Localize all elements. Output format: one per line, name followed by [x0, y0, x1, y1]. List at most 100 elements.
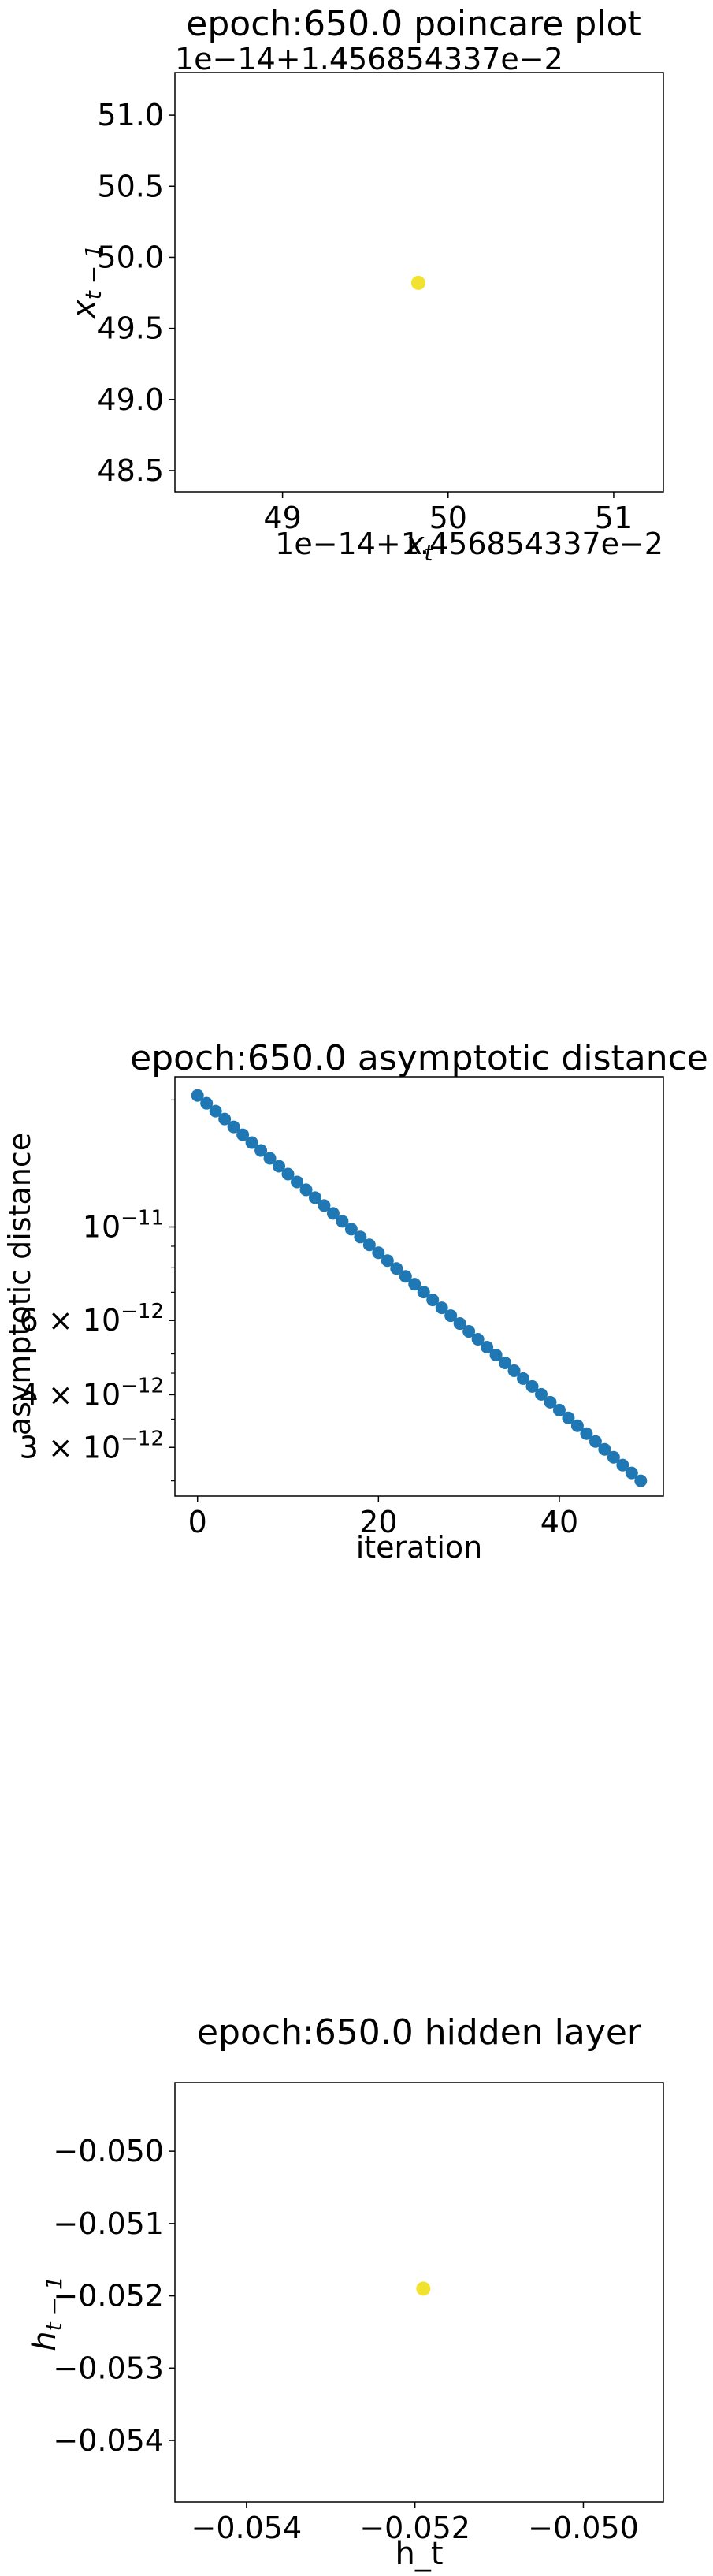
asymptotic-point	[236, 1128, 250, 1141]
asymptotic-point	[344, 1223, 358, 1236]
asymptotic-y-tick-exp: −11	[121, 1206, 164, 1230]
poincare-x-tick-label: 49	[263, 501, 301, 535]
asymptotic-point	[634, 1474, 648, 1487]
asymptotic-y-tick-exp: −12	[121, 1300, 164, 1323]
hidden-layer-y-tick-label: −0.051	[53, 2206, 164, 2241]
asymptotic-point	[218, 1112, 232, 1126]
poincare-ylabel-sub: t − 1	[80, 244, 106, 300]
poincare-xlabel: xt	[404, 526, 434, 566]
poincare-y-tick-label: 49.5	[97, 311, 164, 346]
asymptotic-point	[589, 1435, 602, 1448]
hidden-layer-y-axis: −0.050 −0.051 −0.052 −0.053 −0.054	[53, 2134, 175, 2458]
asymptotic-point	[263, 1152, 277, 1165]
poincare-y-tick-label: 51.0	[97, 98, 164, 132]
asymptotic-y-tick-label: 3 × 10−12	[20, 1427, 164, 1465]
hidden-layer-y-tick-label: −0.050	[53, 2134, 164, 2168]
asymptotic-point	[471, 1333, 485, 1346]
asymptotic-y-tick-base: 3 × 10	[20, 1430, 121, 1465]
poincare-x-tick-label: 51	[595, 501, 633, 535]
asymptotic-point	[209, 1104, 222, 1118]
asymptotic-point	[390, 1262, 403, 1275]
hidden-layer-xlabel: h_t	[395, 2536, 443, 2572]
asymptotic-y-tick-base: 4 × 10	[20, 1377, 121, 1412]
asymptotic-point	[499, 1356, 512, 1369]
asymptotic-point	[273, 1160, 286, 1173]
asymptotic-point	[408, 1278, 421, 1291]
asymptotic-point	[326, 1207, 340, 1220]
asymptotic-point	[517, 1372, 530, 1385]
poincare-y-tick-label: 50.5	[97, 169, 164, 203]
poincare-y-tick-label: 48.5	[97, 453, 164, 488]
asymptotic-point	[200, 1096, 214, 1110]
asymptotic-point	[481, 1340, 494, 1353]
asymptotic-y-tick-label: 6 × 10−12	[20, 1300, 164, 1338]
hidden-layer-point	[416, 2281, 431, 2296]
hidden-layer-x-axis: −0.054 −0.052 −0.050	[191, 2502, 639, 2545]
asymptotic-point	[426, 1294, 440, 1307]
hidden-layer-ylabel-var: h	[27, 2331, 63, 2351]
asymptotic-point	[281, 1167, 295, 1181]
asymptotic-y-tick-exp: −12	[121, 1427, 164, 1450]
asymptotic-point	[489, 1348, 503, 1361]
asymptotic-point	[562, 1411, 575, 1424]
poincare-y-tick-label: 50.0	[97, 240, 164, 274]
asymptotic-point	[354, 1230, 367, 1244]
asymptotic-point	[544, 1395, 557, 1409]
asymptotic-point	[598, 1442, 611, 1456]
asymptotic-chart: epoch:650.0 asymptotic distance 10−11 6 ×…	[2, 1038, 708, 1565]
poincare-chart: epoch:650.0 poincare plot 1e−14+1.456854…	[66, 4, 664, 566]
asymptotic-point	[399, 1270, 412, 1283]
asymptotic-point	[336, 1215, 349, 1228]
asymptotic-y-axis: 10−116 × 10−124 × 10−123 × 10−12	[20, 1099, 175, 1482]
asymptotic-y-tick-label: 10−11	[83, 1206, 164, 1244]
asymptotic-points	[191, 1089, 648, 1487]
asymptotic-point	[552, 1403, 566, 1416]
asymptotic-point	[444, 1309, 458, 1323]
asymptotic-x-tick-label: 40	[540, 1505, 578, 1539]
asymptotic-point	[318, 1199, 331, 1212]
asymptotic-point	[525, 1379, 539, 1393]
asymptotic-point	[299, 1183, 313, 1197]
asymptotic-point	[607, 1450, 620, 1464]
hidden-layer-x-tick-label: −0.050	[528, 2511, 639, 2545]
asymptotic-point	[453, 1317, 466, 1331]
asymptotic-xlabel: iteration	[356, 1530, 483, 1565]
asymptotic-x-tick-label: 20	[359, 1505, 397, 1539]
asymptotic-point	[462, 1325, 476, 1338]
asymptotic-point	[191, 1089, 204, 1102]
poincare-point	[410, 275, 425, 290]
asymptotic-ylabel: asymptotic distance	[2, 1133, 37, 1435]
asymptotic-x-axis: 0 20 40	[188, 1496, 578, 1539]
asymptotic-point	[507, 1364, 521, 1377]
asymptotic-point	[381, 1254, 394, 1268]
poincare-x-offset-text: 1e−14+1.456854337e−2	[275, 527, 663, 561]
hidden-layer-chart: epoch:650.0 hidden layer −0.050 −0.051 −0.…	[27, 2012, 664, 2572]
asymptotic-point	[245, 1136, 258, 1149]
poincare-ylabel-var: x	[66, 300, 102, 320]
hidden-layer-ylabel: ht − 1	[27, 2276, 67, 2351]
asymptotic-point	[535, 1387, 548, 1401]
poincare-y-tick-label: 49.0	[97, 382, 164, 417]
asymptotic-title: epoch:650.0 asymptotic distance	[130, 1038, 708, 1078]
asymptotic-point	[570, 1419, 584, 1432]
asymptotic-point	[362, 1238, 376, 1252]
poincare-x-tick-label: 50	[429, 501, 467, 535]
asymptotic-x-tick-label: 0	[188, 1505, 207, 1539]
asymptotic-point	[254, 1144, 268, 1157]
hidden-layer-x-tick-label: −0.054	[191, 2511, 303, 2545]
asymptotic-point	[580, 1427, 593, 1440]
hidden-layer-x-tick-label: −0.052	[359, 2511, 470, 2545]
poincare-ylabel: xt − 1	[66, 244, 106, 320]
hidden-layer-y-tick-label: −0.053	[53, 2351, 164, 2385]
asymptotic-point	[227, 1120, 240, 1134]
hidden-layer-ylabel-sub: t − 1	[41, 2276, 67, 2331]
poincare-points	[410, 275, 425, 290]
asymptotic-point	[372, 1246, 385, 1260]
poincare-xlabel-var: x	[404, 526, 425, 562]
asymptotic-y-tick-base: 10	[83, 1209, 121, 1244]
poincare-title: epoch:650.0 poincare plot	[186, 4, 641, 44]
asymptotic-y-tick-label: 4 × 10−12	[20, 1374, 164, 1412]
poincare-xlabel-sub: t	[424, 540, 433, 566]
hidden-layer-title: epoch:650.0 hidden layer	[197, 2012, 642, 2053]
